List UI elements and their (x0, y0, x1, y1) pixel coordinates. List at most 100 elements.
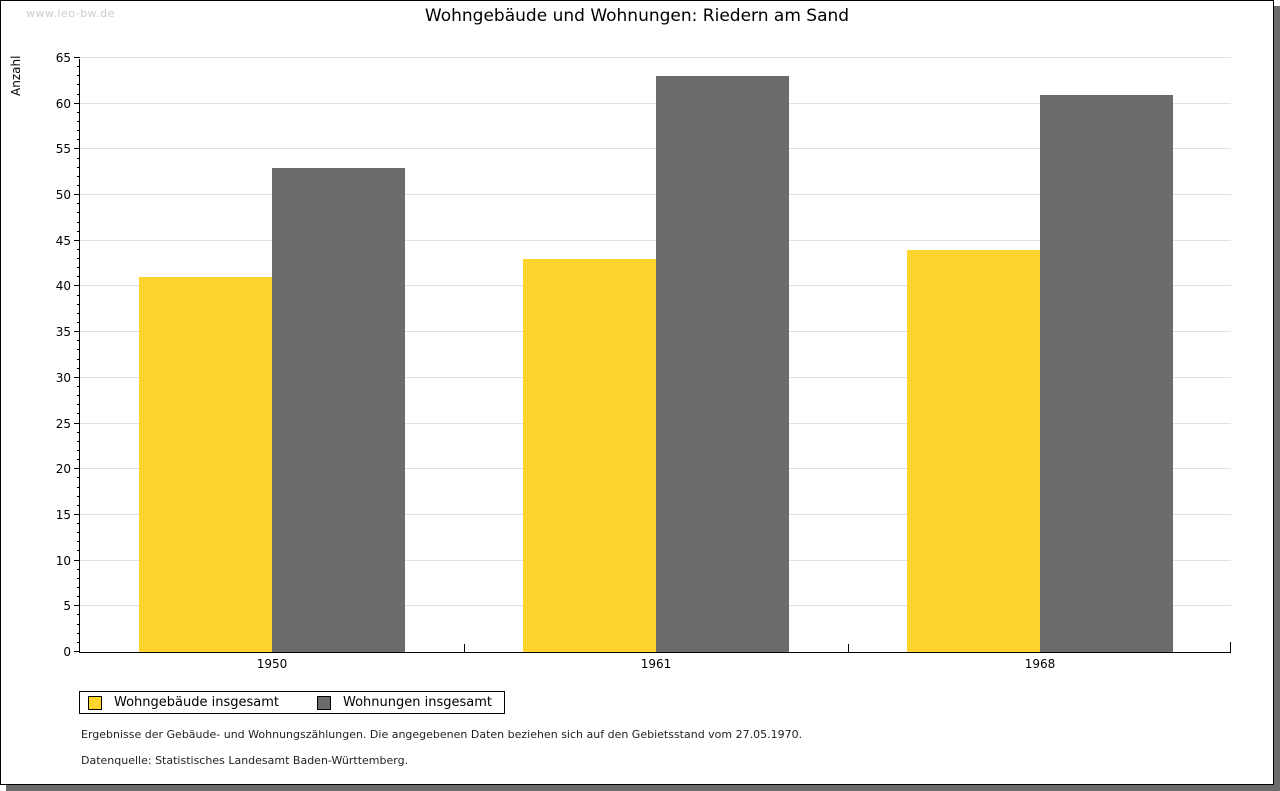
x-category-label: 1950 (256, 657, 288, 671)
y-minor-tick (77, 632, 80, 634)
footer-source: Datenquelle: Statistisches Landesamt Bad… (81, 754, 409, 767)
y-minor-tick (77, 66, 80, 68)
gridline (80, 148, 1231, 150)
y-tick-label: 5 (63, 599, 71, 614)
bar-1961-wohnungen (656, 76, 789, 652)
y-minor-tick (77, 477, 80, 479)
y-major-tick (74, 194, 80, 196)
watermark: www.leo-bw.de (26, 7, 115, 20)
y-minor-tick (77, 596, 80, 598)
y-minor-tick (77, 449, 80, 451)
y-minor-tick (77, 276, 80, 278)
y-minor-tick (77, 248, 80, 250)
y-minor-tick (77, 75, 80, 77)
y-tick-label: 35 (55, 325, 71, 340)
bar-1950-wohnungen (272, 167, 405, 652)
y-minor-tick (77, 504, 80, 506)
y-minor-tick (77, 614, 80, 616)
y-minor-tick (77, 623, 80, 625)
gridline (80, 57, 1231, 58)
gridline (80, 194, 1231, 196)
y-minor-tick (77, 641, 80, 643)
chart-title: Wohngebäude und Wohnungen: Riedern am Sa… (424, 6, 850, 26)
legend-item: Wohnungen insgesamt (317, 695, 492, 710)
y-minor-tick (77, 130, 80, 132)
y-minor-tick (77, 541, 80, 543)
y-minor-tick (77, 577, 80, 579)
y-major-tick (74, 468, 80, 470)
y-major-tick (74, 513, 80, 515)
legend-label: Wohnungen insgesamt (343, 695, 492, 710)
y-minor-tick (77, 212, 80, 214)
y-tick-label: 10 (55, 553, 71, 568)
y-minor-tick (77, 139, 80, 141)
y-minor-tick (77, 166, 80, 168)
y-axis-label: Anzahl (9, 55, 23, 96)
y-minor-tick (77, 175, 80, 177)
y-minor-tick (77, 413, 80, 415)
y-minor-tick (77, 303, 80, 305)
y-tick-label: 20 (55, 462, 71, 477)
bar-1950-wohngebaeude (139, 277, 272, 652)
y-major-tick (74, 239, 80, 241)
y-tick-label: 45 (55, 233, 71, 248)
y-minor-tick (77, 404, 80, 406)
x-boundary-tick (848, 644, 849, 652)
y-minor-tick (77, 267, 80, 269)
plot-area: 0 5 10 15 20 25 30 35 40 45 50 55 60 65 1950 1961 1968 (56, 51, 1231, 671)
y-tick-label: 60 (55, 96, 71, 111)
y-tick-label: 40 (55, 279, 71, 294)
y-major-tick (74, 376, 80, 378)
legend-item: Wohngebäude insgesamt (88, 695, 279, 710)
y-tick-label: 55 (55, 142, 71, 157)
bar-1961-wohngebaeude (523, 259, 656, 652)
legend-swatch-gray (317, 695, 331, 710)
y-minor-tick (77, 203, 80, 205)
y-tick-label: 25 (55, 416, 71, 431)
y-minor-tick (77, 294, 80, 296)
y-major-tick (74, 331, 80, 333)
y-major-tick (74, 102, 80, 104)
x-boundary-tick (464, 644, 465, 652)
legend-label: Wohngebäude insgesamt (114, 695, 279, 710)
x-axis-end-tick (1230, 642, 1231, 652)
y-minor-tick (77, 322, 80, 324)
y-minor-tick (77, 358, 80, 360)
x-category-label: 1961 (640, 657, 672, 671)
gridline (80, 239, 1231, 241)
y-minor-tick (77, 157, 80, 159)
y-minor-tick (77, 84, 80, 86)
y-minor-tick (77, 367, 80, 369)
y-major-tick (74, 605, 80, 607)
y-minor-tick (77, 312, 80, 314)
y-tick-label: 50 (55, 188, 71, 203)
bar-1968-wohngebaeude (907, 249, 1040, 652)
y-minor-tick (77, 532, 80, 534)
y-minor-tick (77, 431, 80, 433)
y-minor-tick (77, 230, 80, 232)
y-major-tick (74, 285, 80, 287)
y-minor-tick (77, 340, 80, 342)
y-tick-label: 30 (55, 370, 71, 385)
y-minor-tick (77, 459, 80, 461)
y-minor-tick (77, 550, 80, 552)
y-major-tick (74, 651, 80, 652)
y-major-tick (74, 57, 80, 58)
legend: Wohngebäude insgesamt Wohnungen insgesamt (79, 691, 505, 714)
y-minor-tick (77, 221, 80, 223)
y-minor-tick (77, 93, 80, 95)
y-major-tick (74, 148, 80, 150)
y-minor-tick (77, 120, 80, 122)
y-minor-tick (77, 184, 80, 186)
y-minor-tick (77, 386, 80, 387)
y-minor-tick (77, 258, 80, 260)
y-tick-label: 0 (63, 645, 71, 659)
gridline (80, 102, 1231, 104)
y-minor-tick (77, 395, 80, 397)
y-minor-tick (77, 486, 80, 488)
y-tick-label: 65 (55, 51, 71, 65)
y-minor-tick (77, 349, 80, 351)
y-minor-tick (77, 495, 80, 497)
y-minor-tick (77, 440, 80, 442)
